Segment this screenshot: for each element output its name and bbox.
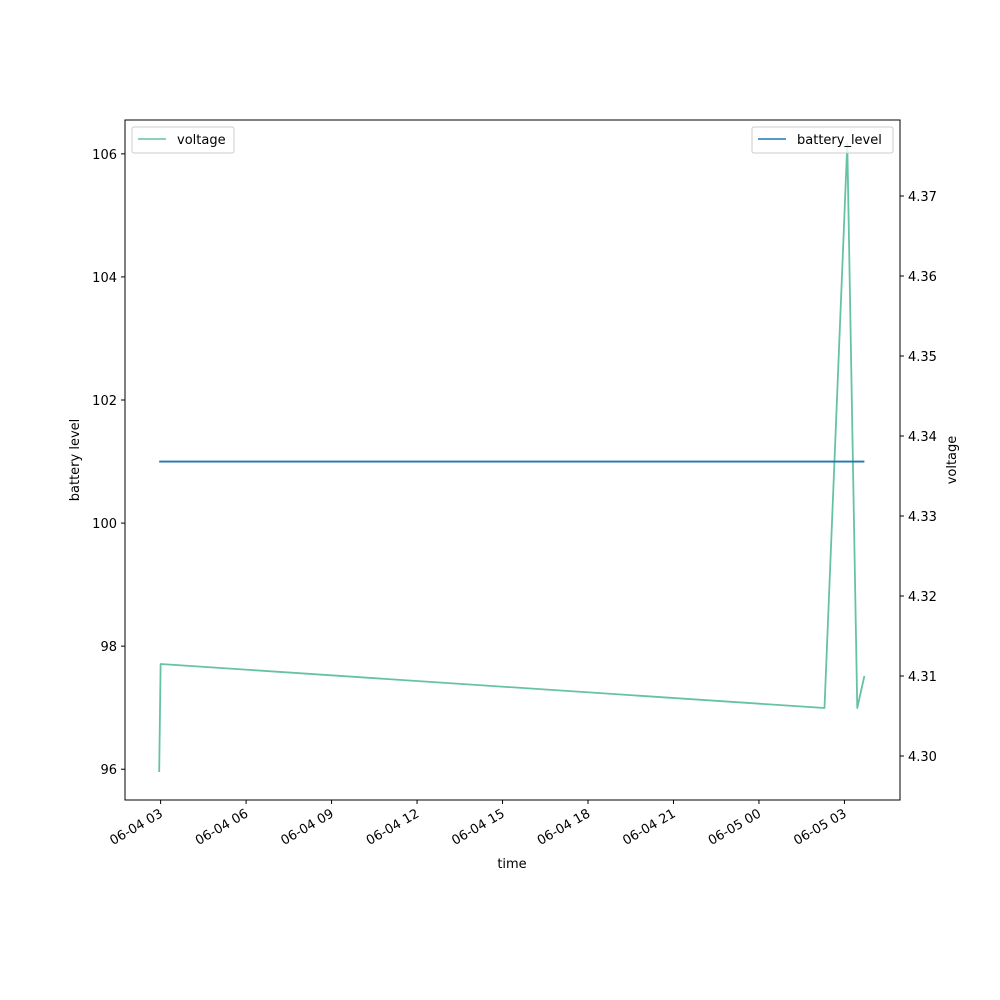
legend-voltage-label: voltage [177,133,226,148]
y-right-tick-label: 4.31 [908,670,937,685]
y-right-tick-label: 4.37 [908,190,937,205]
y-axis-left-label: battery level [68,419,83,502]
y-left-tick-label: 106 [92,148,117,163]
legend-battery-level-label: battery_level [797,133,882,148]
y-axis-right: 4.30 4.31 4.32 4.33 4.34 4.35 4.36 4.37 [900,190,937,765]
y-right-tick-label: 4.32 [908,590,937,605]
y-left-tick-label: 96 [100,763,117,778]
y-right-tick-label: 4.33 [908,510,937,525]
y-right-tick-label: 4.34 [908,430,937,445]
series-line-voltage [158,143,866,773]
plot-frame [124,119,901,801]
y-left-tick-label: 98 [100,640,117,655]
y-right-tick-label: 4.36 [908,270,937,285]
y-left-tick-label: 104 [92,271,117,286]
plot-lines [158,143,866,773]
legend-voltage: voltage [131,126,235,154]
y-left-tick-label: 100 [92,517,117,532]
legend-battery-level: battery_level [751,126,894,154]
x-axis-label: time [497,857,526,872]
y-right-tick-label: 4.35 [908,350,937,365]
legend-voltage-box [131,126,235,154]
y-axis-left: 96 98 100 102 104 106 [92,148,125,778]
y-axis-right-label: voltage [945,436,960,485]
y-right-tick-label: 4.30 [908,750,937,765]
y-left-tick-label: 102 [92,394,117,409]
legend-battery-level-box [751,126,894,154]
